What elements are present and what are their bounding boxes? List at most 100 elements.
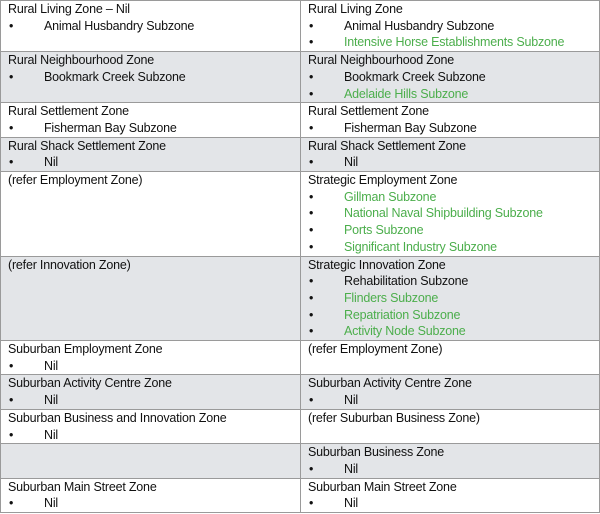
- subzone-item: Nil: [308, 461, 599, 478]
- zone-heading: Rural Shack Settlement Zone: [308, 138, 466, 153]
- subzone-list: Gillman Subzone National Naval Shipbuildi…: [308, 189, 599, 256]
- subzone-item: Significant Industry Subzone: [308, 239, 599, 256]
- subzone-list: Nil: [308, 461, 599, 478]
- table-cell: Rural Settlement ZoneFisherman Bay Subzo…: [0, 102, 301, 138]
- subzone-list: Nil: [308, 154, 599, 171]
- table-cell: Suburban Business and Innovation Zone Nil: [0, 408, 301, 445]
- zone-heading: (refer Employment Zone): [8, 173, 143, 188]
- subzone-item: Nil: [308, 154, 599, 171]
- table-cell: Rural Living Zone – Nil Animal Husbandry …: [0, 0, 301, 53]
- subzone-item: Animal Husbandry Subzone: [8, 18, 300, 35]
- table-row: (refer Innovation Zone) Strategic Innovat…: [0, 255, 600, 342]
- subzone-name: Fisherman Bay Subzone: [44, 120, 177, 135]
- subzone-item: Bookmark Creek Subzone: [8, 69, 300, 86]
- subzone-name: Nil: [344, 461, 358, 476]
- table-cell: Rural Neighbourhood ZoneBookmark Creek S…: [0, 51, 301, 104]
- table-row: Rural Settlement ZoneFisherman Bay Subzo…: [0, 102, 600, 138]
- subzone-name: Significant Industry Subzone: [344, 239, 497, 254]
- zone-heading: Strategic Employment Zone: [308, 173, 458, 188]
- subzone-item: Bookmark Creek Subzone: [308, 69, 599, 86]
- zone-heading: Rural Shack Settlement Zone: [8, 138, 166, 153]
- table-cell: Suburban Main Street Zone Nil: [0, 477, 301, 514]
- subzone-item: Nil: [8, 358, 300, 375]
- subzone-item: Intensive Horse Establishments Subzone: [308, 34, 599, 51]
- subzone-item: Rehabilitation Subzone: [308, 273, 599, 290]
- table-cell: [0, 443, 301, 479]
- zone-heading: Rural Settlement Zone: [8, 104, 129, 119]
- subzone-list: Nil: [8, 358, 300, 375]
- subzone-name: Nil: [344, 393, 358, 408]
- subzone-list: Bookmark Creek Subzone Adelaide Hills Sub…: [308, 69, 599, 102]
- zone-heading: Rural Settlement Zone: [308, 104, 429, 119]
- table-cell: Suburban Activity Centre Zone Nil: [300, 374, 600, 410]
- zone-heading: Suburban Business Zone: [308, 445, 444, 460]
- subzone-list: Nil: [8, 495, 300, 512]
- table-cell: Rural Settlement ZoneFisherman Bay Subzo…: [300, 102, 600, 138]
- table-cell: (refer Suburban Business Zone): [300, 408, 600, 445]
- subzone-name: Nil: [44, 427, 58, 442]
- zone-heading: Suburban Main Street Zone: [8, 479, 157, 494]
- subzone-list: Bookmark Creek Subzone: [8, 69, 300, 86]
- subzone-list: Nil: [8, 154, 300, 171]
- subzone-name: Gillman Subzone: [344, 189, 437, 204]
- subzone-name: Flinders Subzone: [344, 290, 439, 305]
- subzone-name: Nil: [44, 155, 58, 170]
- subzone-list: Rehabilitation SubzoneFlinders Subzone Re…: [308, 273, 599, 340]
- subzone-name: Nil: [44, 496, 58, 511]
- subzone-list: Nil: [8, 392, 300, 409]
- table-cell: Rural Shack Settlement Zone Nil: [0, 136, 301, 173]
- subzone-item: Nil: [308, 495, 599, 512]
- table-cell: Suburban Main Street Zone Nil: [300, 477, 600, 514]
- subzone-name: Bookmark Creek Subzone: [44, 69, 186, 84]
- table-row: (refer Employment Zone) Strategic Employm…: [0, 171, 600, 257]
- subzone-list: Nil: [308, 392, 599, 409]
- zone-heading: Suburban Business and Innovation Zone: [8, 410, 227, 425]
- subzone-name: Activity Node Subzone: [344, 324, 466, 339]
- zone-heading: Suburban Activity Centre Zone: [308, 376, 472, 391]
- subzone-item: National Naval Shipbuilding Subzone: [308, 205, 599, 222]
- subzone-item: Fisherman Bay Subzone: [308, 120, 599, 137]
- table-cell: Strategic Employment ZoneGillman Subzone…: [300, 171, 600, 257]
- subzone-name: Fisherman Bay Subzone: [344, 120, 477, 135]
- table-cell: Suburban Activity Centre Zone Nil: [0, 374, 301, 410]
- table-row: Rural Neighbourhood ZoneBookmark Creek S…: [0, 51, 600, 104]
- subzone-name: Nil: [44, 393, 58, 408]
- table-cell: (refer Employment Zone): [0, 171, 301, 257]
- table-cell: Rural Neighbourhood ZoneBookmark Creek S…: [300, 51, 600, 104]
- subzone-name: Intensive Horse Establishments Subzone: [344, 35, 565, 50]
- subzone-name: Nil: [44, 358, 58, 373]
- subzone-list: Fisherman Bay Subzone: [8, 120, 300, 137]
- table-row: Rural Living Zone – Nil Animal Husbandry …: [0, 0, 600, 53]
- table-cell: Suburban Business ZoneNil: [300, 443, 600, 479]
- table-cell: (refer Innovation Zone): [0, 255, 301, 342]
- table-row: Suburban Employment ZoneNil (refer Employ…: [0, 340, 600, 376]
- table-row: Suburban Business and Innovation Zone Nil…: [0, 408, 600, 445]
- zone-heading: Suburban Main Street Zone: [308, 479, 457, 494]
- subzone-name: Repatriation Subzone: [344, 307, 461, 322]
- subzone-item: Nil: [8, 154, 300, 171]
- table-row: Suburban Main Street ZoneNilSuburban Mai…: [0, 477, 600, 514]
- table-cell: (refer Employment Zone): [300, 340, 600, 376]
- subzone-name: Ports Subzone: [344, 223, 424, 238]
- subzone-item: Ports Subzone: [308, 222, 599, 239]
- subzone-item: Repatriation Subzone: [308, 307, 599, 324]
- subzone-name: National Naval Shipbuilding Subzone: [344, 206, 543, 221]
- zone-heading: (refer Employment Zone): [308, 342, 443, 357]
- subzone-list: Fisherman Bay Subzone: [308, 120, 599, 137]
- subzone-item: Fisherman Bay Subzone: [8, 120, 300, 137]
- subzone-list: Nil: [8, 427, 300, 444]
- subzone-name: Nil: [344, 496, 358, 511]
- subzone-list: Animal Husbandry Subzone Intensive Horse …: [308, 18, 599, 51]
- zone-heading: Suburban Employment Zone: [8, 342, 163, 357]
- subzone-item: Nil: [308, 392, 599, 409]
- table-cell: Rural Living Zone Animal Husbandry Subzon…: [300, 0, 600, 53]
- subzone-list: Nil: [308, 495, 599, 512]
- subzone-name: Adelaide Hills Subzone: [344, 86, 469, 101]
- table-cell: Strategic Innovation ZoneRehabilitation …: [300, 255, 600, 342]
- zone-heading: Suburban Activity Centre Zone: [8, 376, 172, 391]
- subzone-item: Flinders Subzone: [308, 290, 599, 307]
- table-row: Suburban Business ZoneNil: [0, 443, 600, 479]
